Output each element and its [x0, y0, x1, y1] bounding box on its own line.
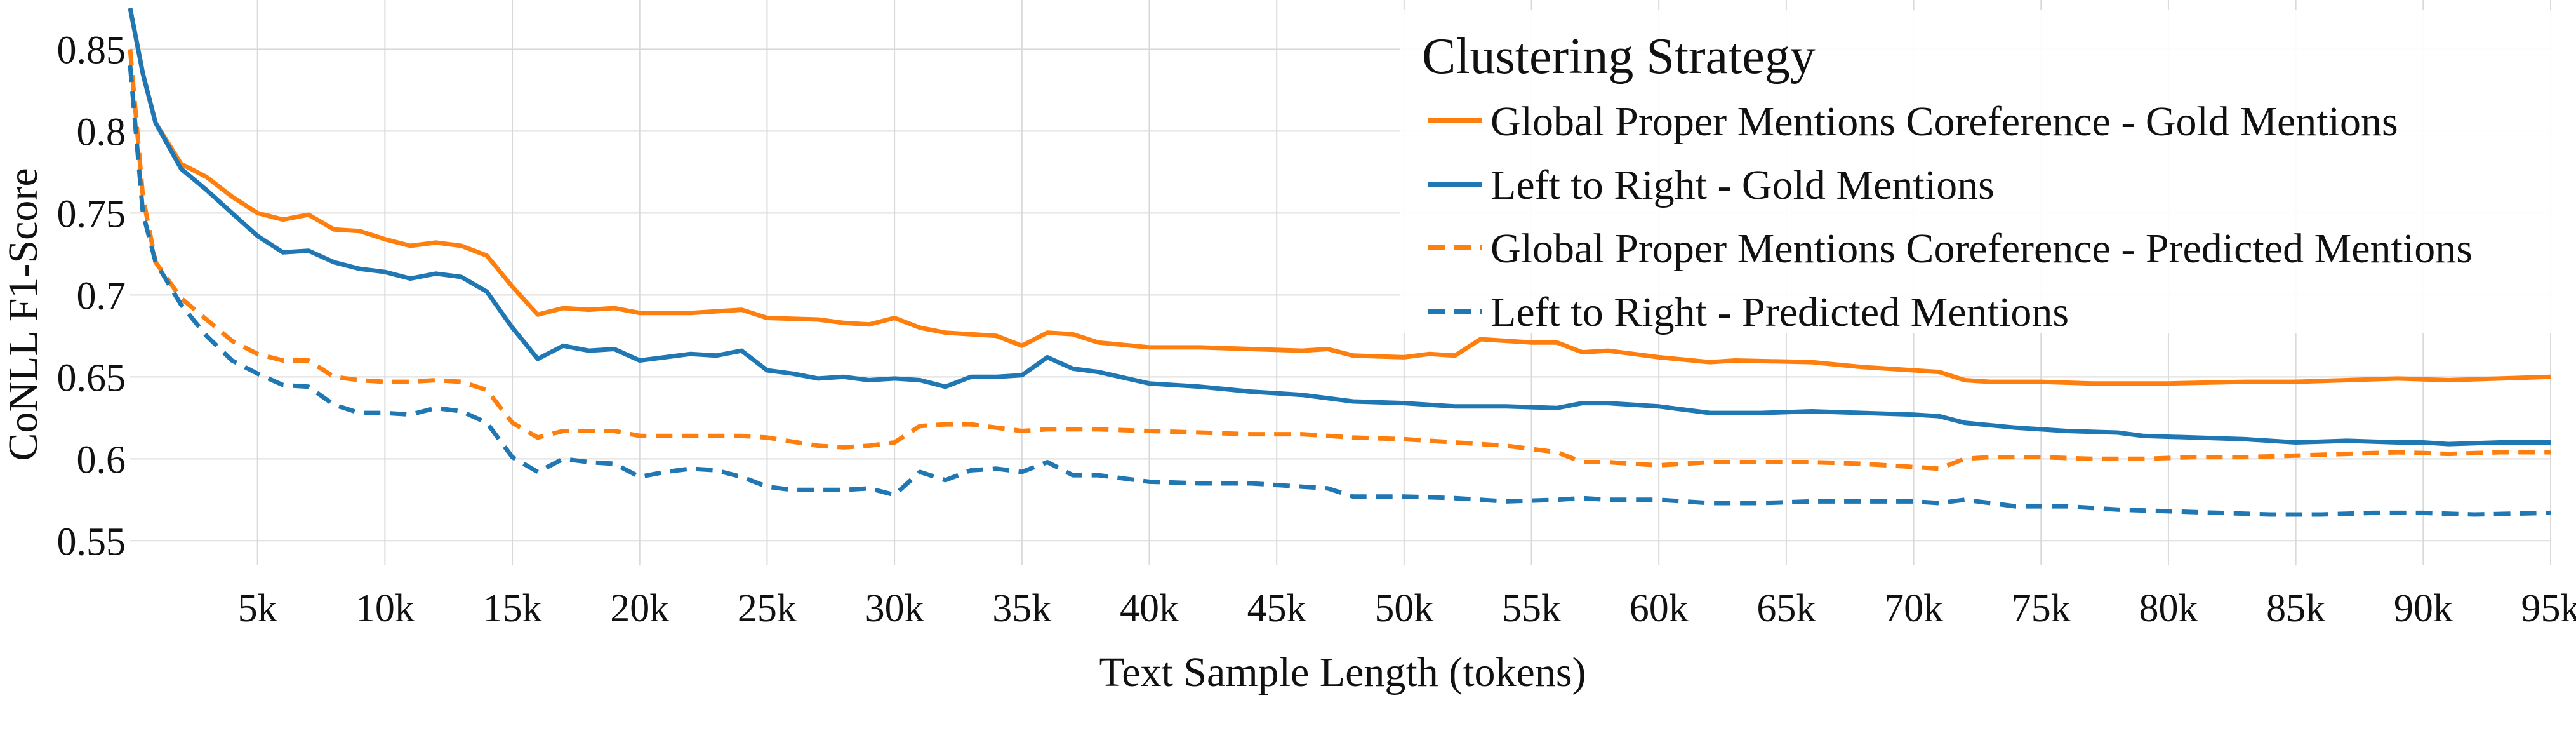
- y-tick-label: 0.55: [57, 520, 126, 563]
- x-tick-label: 70k: [1884, 587, 1943, 630]
- x-tick-label: 85k: [2266, 587, 2325, 630]
- x-tick-label: 10k: [355, 587, 415, 630]
- x-tick-label: 5k: [238, 587, 277, 630]
- y-tick-label: 0.6: [77, 438, 126, 481]
- x-tick-label: 65k: [1756, 587, 1816, 630]
- y-tick-labels: 0.55 0.6 0.65 0.7 0.75 0.8 0.85: [57, 29, 126, 563]
- x-tick-label: 35k: [992, 587, 1051, 630]
- y-tick-label: 0.7: [77, 274, 126, 318]
- x-tick-label: 15k: [483, 587, 542, 630]
- x-tick-label: 95k: [2521, 587, 2576, 630]
- y-axis-label: CoNLL F1-Score: [0, 168, 46, 461]
- x-tick-label: 60k: [1630, 587, 1689, 630]
- legend-title: Clustering Strategy: [1422, 29, 1816, 84]
- y-tick-label: 0.8: [77, 111, 126, 154]
- x-tick-label: 45k: [1247, 587, 1306, 630]
- legend: Clustering Strategy Global Proper Mentio…: [1400, 10, 2568, 335]
- legend-label: Global Proper Mentions Coreference - Gol…: [1490, 98, 2398, 145]
- x-axis-label: Text Sample Length (tokens): [1099, 649, 1586, 696]
- x-tick-label: 25k: [738, 587, 797, 630]
- x-tick-label: 55k: [1502, 587, 1561, 630]
- legend-entries: Global Proper Mentions Coreference - Gol…: [1428, 98, 2473, 335]
- series-line: [128, 8, 2551, 447]
- y-tick-label: 0.85: [57, 29, 126, 72]
- x-tick-label: 30k: [865, 587, 924, 630]
- y-tick-label: 0.65: [57, 356, 126, 400]
- y-tick-label: 0.75: [57, 192, 126, 236]
- x-tick-label: 75k: [2012, 587, 2071, 630]
- legend-label: Global Proper Mentions Coreference - Pre…: [1490, 225, 2473, 272]
- x-tick-label: 80k: [2139, 587, 2198, 630]
- x-tick-label: 90k: [2394, 587, 2453, 630]
- legend-label: Left to Right - Predicted Mentions: [1490, 289, 2069, 335]
- x-tick-label: 40k: [1120, 587, 1179, 630]
- series-line: [128, 65, 2551, 517]
- x-tick-label: 50k: [1374, 587, 1433, 630]
- legend-background: [1400, 10, 2568, 333]
- x-tick-labels: 5k 10k 15k 20k 25k 30k 35k 40k 45k 50k 55k 60k 65k 70…: [238, 587, 2576, 630]
- series-line: [128, 8, 2551, 386]
- legend-label: Left to Right - Gold Mentions: [1490, 162, 1995, 208]
- x-tick-label: 20k: [610, 587, 669, 630]
- series-lines: [128, 8, 2551, 517]
- series-line: [128, 49, 2551, 471]
